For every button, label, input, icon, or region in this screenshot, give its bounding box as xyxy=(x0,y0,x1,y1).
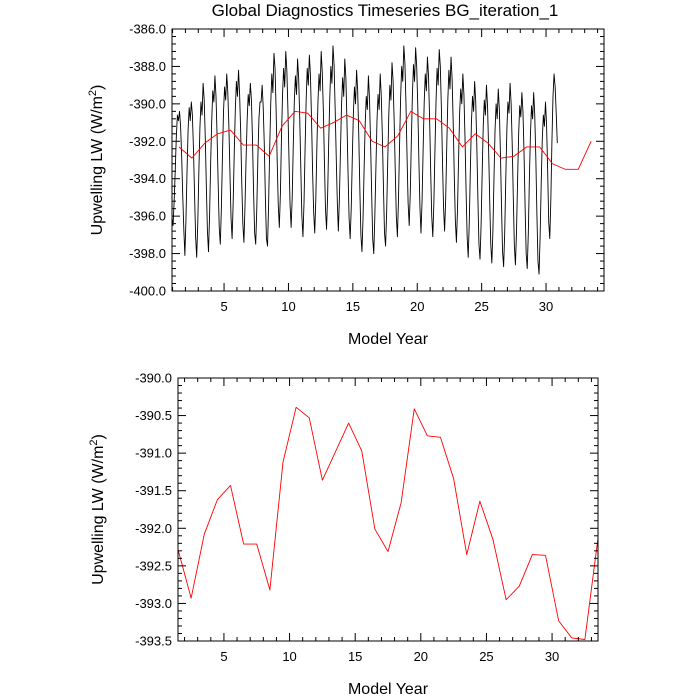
x-tick-label: 30 xyxy=(539,299,553,314)
y-tick-label: -400.0 xyxy=(129,284,166,299)
x-tick-label: 30 xyxy=(545,649,559,664)
chart-title: Global Diagnostics Timeseries BG_iterati… xyxy=(212,1,559,20)
y-tick-label: -388.0 xyxy=(129,59,166,74)
chart-bottom: 5 10 15 20 25 30 -393.5 -393.0 -392.5 -392.0 -391.… xyxy=(88,371,599,698)
y-tick-label: -392.0 xyxy=(129,134,166,149)
y-tick-label: -396.0 xyxy=(129,209,166,224)
y-tick-label: -398.0 xyxy=(129,246,166,261)
y-tick-label: -393.5 xyxy=(135,634,172,649)
x-axis-title: Model Year xyxy=(348,331,429,348)
plot-frame xyxy=(177,377,599,642)
x-tick-label: 15 xyxy=(346,299,360,314)
plot-frame xyxy=(171,28,605,292)
annual-mean-series-line xyxy=(178,110,592,170)
x-tick-label: 25 xyxy=(479,649,493,664)
x-tick-label: 20 xyxy=(414,649,428,664)
y-tick-label: -391.5 xyxy=(135,483,172,498)
y-tick-label: -392.5 xyxy=(135,558,172,573)
chart-top: 5 10 15 20 25 30 -400.0 -398.0 -396.0 -394.0 -392.… xyxy=(87,22,605,348)
y-tick-label: -394.0 xyxy=(129,171,166,186)
y-tick-label: -391.0 xyxy=(135,446,172,461)
y-tick-label: -386.0 xyxy=(129,22,166,37)
x-tick-label: 25 xyxy=(474,299,488,314)
x-tick-label: 15 xyxy=(348,649,362,664)
y-tick-label: -390.5 xyxy=(135,408,172,423)
y-axis-title-superscript: 2 xyxy=(87,90,99,96)
y-axis-title-text: Upwelling LW (W/m xyxy=(90,446,107,585)
x-axis-title: Model Year xyxy=(348,681,429,698)
annual-mean-series-line xyxy=(177,406,599,640)
x-tick-label: 10 xyxy=(281,299,295,314)
y-tick-label: -393.0 xyxy=(135,596,172,611)
y-tick-label: -392.0 xyxy=(135,521,172,536)
x-tick-label: 5 xyxy=(220,299,227,314)
y-axis-title-superscript: 2 xyxy=(88,439,100,445)
x-tick-label: 5 xyxy=(220,649,227,664)
y-axis-title: Upwelling LW (W/m2) xyxy=(88,434,107,585)
y-axis-title-close: ) xyxy=(90,434,107,439)
y-axis-title-text: Upwelling LW (W/m xyxy=(89,96,106,235)
x-tick-label: 10 xyxy=(282,649,296,664)
y-tick-label: -390.0 xyxy=(135,371,172,386)
y-tick-label: -390.0 xyxy=(129,96,166,111)
y-axis-title: Upwelling LW (W/m2) xyxy=(87,85,106,236)
monthly-series-line xyxy=(171,45,558,275)
y-axis-title-close: ) xyxy=(89,85,106,90)
x-tick-label: 20 xyxy=(410,299,424,314)
